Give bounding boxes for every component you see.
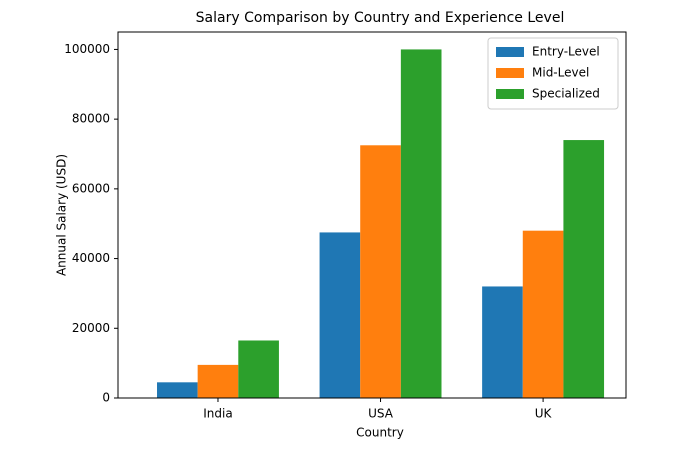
bar <box>563 140 605 399</box>
legend-label: Entry-Level <box>532 45 600 59</box>
bar <box>360 145 401 398</box>
legend-swatch <box>496 47 524 57</box>
bar <box>197 364 239 398</box>
legend-label: Specialized <box>532 87 600 101</box>
y-tick-label: 40000 <box>72 251 110 265</box>
bar <box>482 286 523 398</box>
bar <box>522 230 564 398</box>
x-tick-label: UK <box>535 407 553 421</box>
y-axis-label: Annual Salary (USD) <box>55 154 69 276</box>
y-tick-label: 80000 <box>72 112 110 126</box>
bar <box>157 382 198 398</box>
plot-frame <box>117 31 627 399</box>
bar <box>319 232 361 398</box>
x-tick-label: India <box>203 407 232 421</box>
legend-swatch <box>496 89 524 99</box>
y-tick-label: 20000 <box>72 321 110 335</box>
x-axis-label: Country <box>356 426 404 440</box>
bar <box>238 340 279 398</box>
x-tick-label: USA <box>368 407 394 421</box>
y-tick-label: 0 <box>102 391 110 405</box>
y-tick-label: 60000 <box>72 181 110 195</box>
legend-swatch <box>496 68 524 78</box>
bar <box>400 49 442 399</box>
y-tick-label: 100000 <box>64 42 110 56</box>
legend-label: Mid-Level <box>532 66 589 80</box>
chart-title: Salary Comparison by Country and Experie… <box>196 10 565 26</box>
